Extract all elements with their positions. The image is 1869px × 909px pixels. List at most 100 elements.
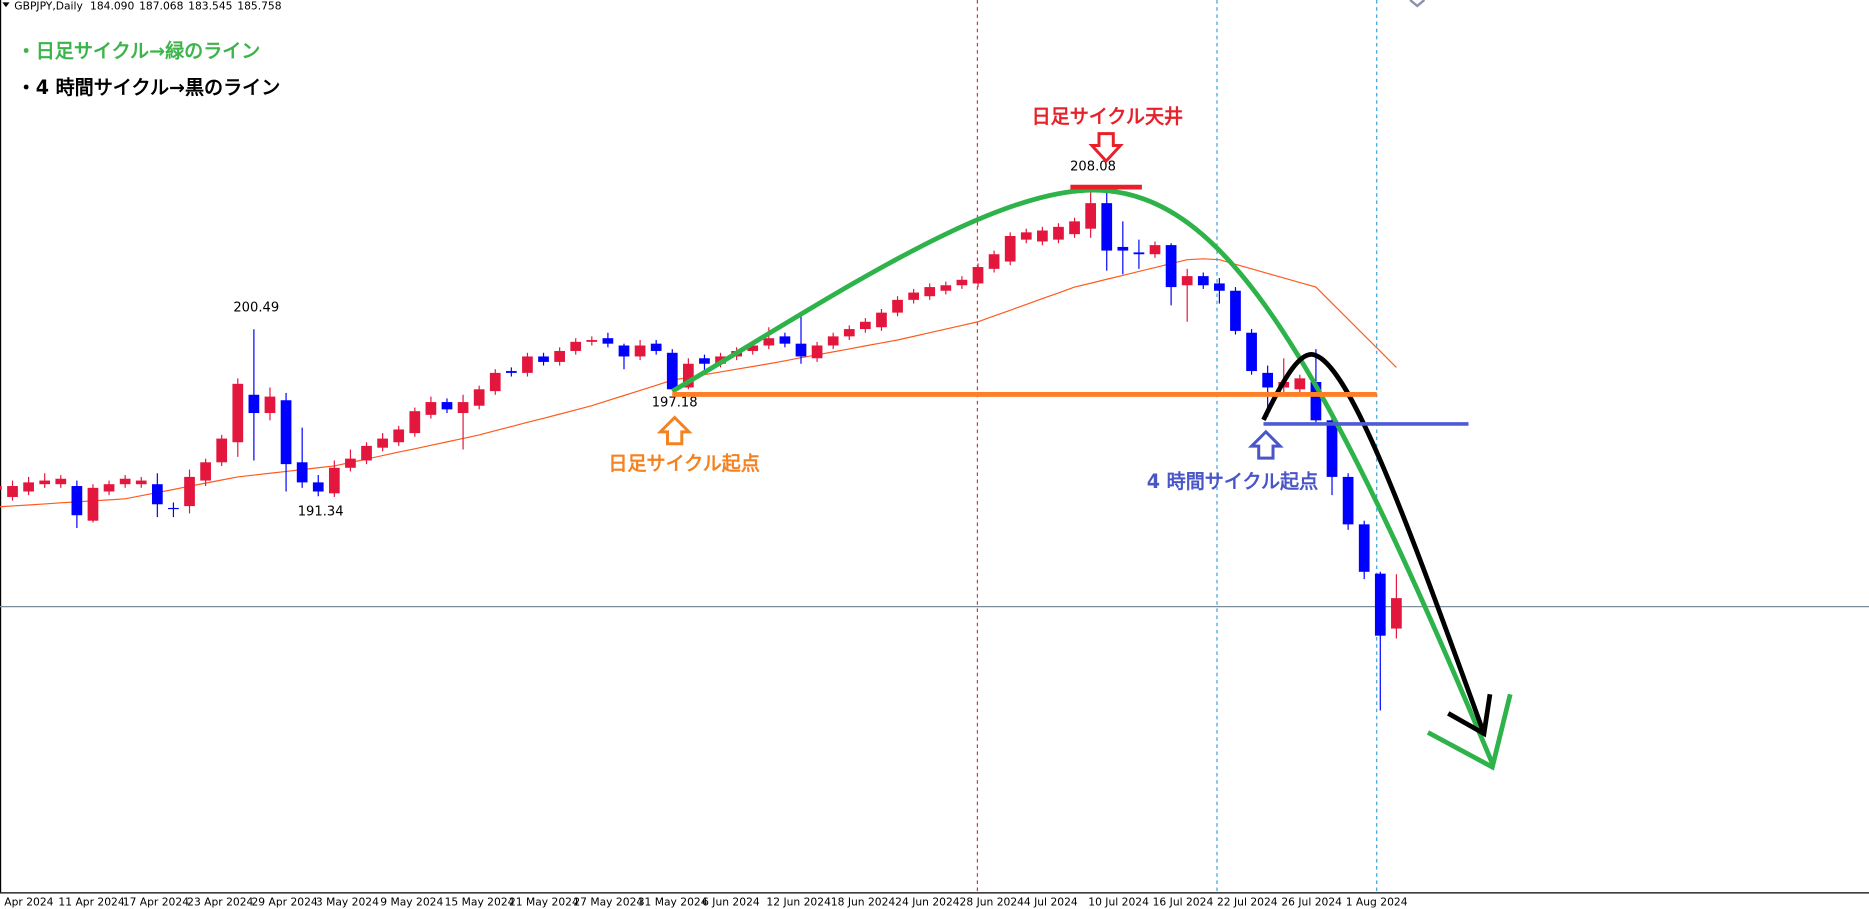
x-tick-label: 1 Aug 2024 [1346, 895, 1408, 908]
x-tick-label: 9 May 2024 [380, 895, 443, 908]
candle-body [699, 358, 710, 364]
ohlc-label: 183.545 [188, 0, 232, 13]
legend-note: ・4 時間サイクル→黒のライン [17, 77, 281, 99]
x-tick-label: 26 Jul 2024 [1281, 895, 1342, 908]
candle-body [328, 467, 340, 494]
candle-body [634, 345, 646, 357]
candle-body [1069, 221, 1080, 235]
candle-body [345, 458, 356, 468]
candle-body [71, 486, 83, 516]
x-tick-label: 28 Jun 2024 [960, 895, 1025, 908]
ohlc-label: 184.090 [90, 0, 134, 13]
candle-body [232, 383, 244, 443]
candle-body [55, 478, 67, 485]
candle-body [650, 343, 662, 351]
candle-body [1085, 203, 1097, 229]
candle-body [1004, 235, 1016, 262]
candle-body [0, 486, 2, 490]
candle-body [666, 352, 678, 390]
candle-body [1165, 245, 1177, 288]
candle-body [1117, 246, 1129, 251]
candle-body [39, 480, 51, 485]
candle-body [312, 482, 324, 492]
candle-body [795, 343, 807, 357]
ohlc-label: 185.758 [237, 0, 281, 13]
x-tick-label: 21 May 2024 [509, 895, 579, 908]
candle-body [1181, 276, 1193, 286]
h4-cycle-arrowhead [1447, 693, 1493, 738]
x-tick-label: 24 Jun 2024 [895, 895, 960, 908]
candle-body [763, 338, 775, 346]
candle-body [554, 350, 565, 362]
x-tick-label: 10 Jul 2024 [1088, 895, 1149, 908]
candle-body [956, 279, 968, 286]
header: GBPJPY,Daily 184.090 187.068 183.545 185.758 [14, 0, 281, 13]
x-tick-label: 6 Jun 2024 [702, 895, 760, 908]
candle-body [1342, 476, 1354, 525]
candle-body [119, 478, 131, 485]
candle-body [264, 396, 276, 414]
x-tick-label: 29 Apr 2024 [252, 895, 318, 908]
x-tick-label: 12 Jun 2024 [766, 895, 831, 908]
candle-body [23, 482, 34, 492]
candle-body [151, 484, 163, 505]
candle-body [1358, 524, 1370, 572]
candle-body [602, 338, 614, 344]
candle-body [409, 411, 421, 434]
candle-body [87, 487, 99, 521]
candle-body [747, 345, 759, 351]
candle-body [908, 292, 920, 300]
candle-body [522, 356, 533, 373]
x-tick-label: 15 May 2024 [445, 895, 515, 908]
candle-body [538, 356, 549, 362]
price-label: 197.18 [652, 395, 698, 410]
daily-start-arrow [656, 415, 693, 446]
legend-note: ・日足サイクル→緑のライン [17, 39, 261, 62]
callout: 日足サイクル起点 [608, 453, 759, 475]
candle-body [1101, 203, 1113, 251]
candle-body [1149, 245, 1161, 255]
candle-body [280, 400, 292, 465]
candle-body [940, 285, 952, 291]
candle-body [1391, 598, 1402, 629]
candle-body [1214, 283, 1225, 291]
h4-cycle-curve [1261, 352, 1487, 735]
candle-body [184, 476, 195, 507]
x-tick-label: 4 Jul 2024 [1024, 895, 1078, 908]
candle-body [1262, 372, 1274, 388]
x-tick-label: 16 Jul 2024 [1153, 895, 1214, 908]
candle-body [103, 484, 115, 492]
candle-body [296, 462, 308, 483]
candle-body [924, 287, 936, 297]
candle-body [489, 372, 501, 392]
candle-body [457, 402, 469, 414]
menu-triangle [2, 2, 10, 8]
candle-body [135, 480, 147, 485]
daily-cycle-arrowhead [1426, 693, 1513, 771]
ohlc-label: 187.068 [139, 0, 183, 13]
candle-body [972, 267, 984, 284]
drawings [656, 132, 1513, 771]
price-label: 208.08 [1070, 159, 1116, 174]
candle-body [200, 462, 211, 481]
candle-body [779, 336, 791, 344]
candle-body [1020, 232, 1032, 240]
candle-body [248, 394, 260, 414]
candle-body [1197, 276, 1209, 286]
callout: 4 時間サイクル起点 [1147, 471, 1318, 493]
candle-body [1230, 290, 1241, 331]
candle-body [827, 336, 839, 346]
candle-body [876, 312, 887, 328]
candle-body [1133, 252, 1145, 255]
candle-body [586, 340, 598, 342]
x-tick-label: 17 Apr 2024 [123, 895, 189, 908]
candle-body [1053, 226, 1064, 240]
candle-body [361, 445, 372, 461]
candle-body [473, 389, 485, 406]
candle-body [425, 402, 437, 415]
callout: 日足サイクル天井 [1032, 106, 1183, 128]
candle-body [618, 345, 630, 357]
x-tick-label: 3 May 2024 [316, 895, 379, 908]
candle-body [843, 329, 855, 337]
